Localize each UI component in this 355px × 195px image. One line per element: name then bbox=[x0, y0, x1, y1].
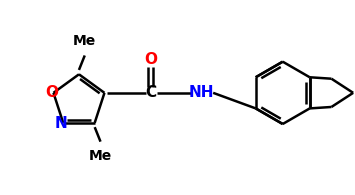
Text: N: N bbox=[55, 116, 67, 131]
Text: O: O bbox=[45, 85, 58, 100]
Text: Me: Me bbox=[89, 149, 112, 163]
Text: C: C bbox=[145, 85, 157, 100]
Text: Me: Me bbox=[73, 34, 96, 48]
Text: NH: NH bbox=[189, 85, 214, 100]
Text: O: O bbox=[144, 52, 157, 67]
